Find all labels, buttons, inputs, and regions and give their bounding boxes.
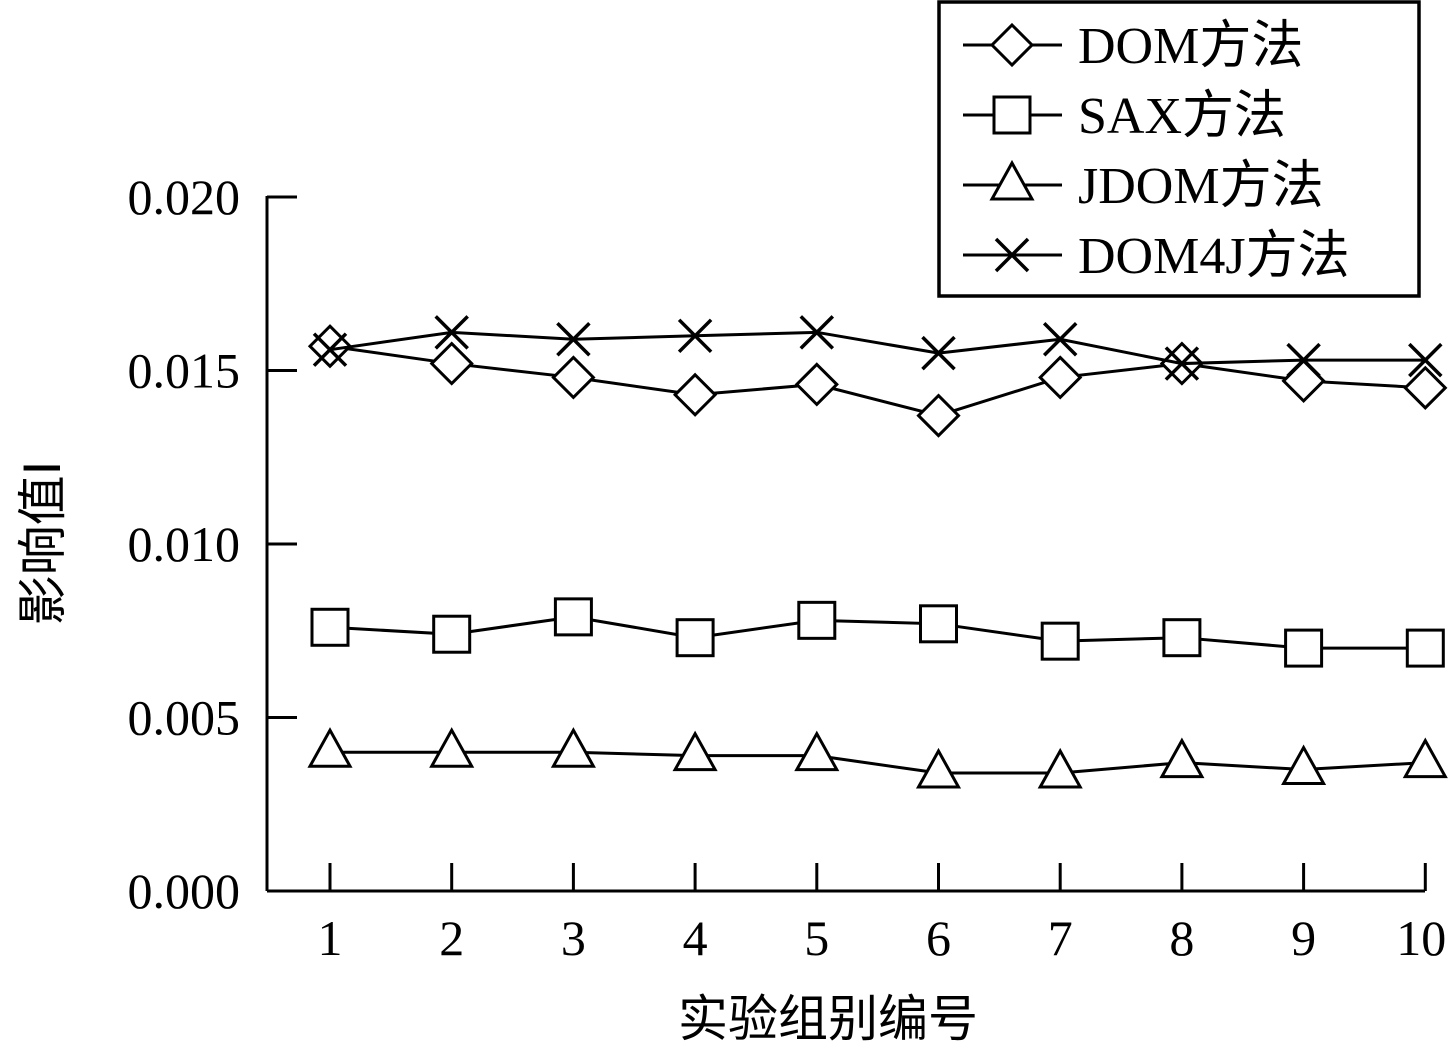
x-tick-label: 10 [1396,910,1446,966]
y-tick-label: 0.015 [128,343,241,399]
y-tick-label: 0.020 [128,169,241,225]
data-point-x [1408,342,1443,378]
series-layer [307,315,1448,789]
series-line [329,330,1426,366]
data-point-diamond [794,362,839,407]
legend-label: DOM4J方法 [1078,228,1350,285]
data-point-triangle [915,747,962,789]
data-point-triangle [307,727,353,768]
data-point-diamond [1038,355,1083,400]
data-point-x [921,335,956,371]
series-line [329,344,1426,418]
legend-item: DOM方法 [963,18,1303,75]
x-tick-label: 2 [439,910,464,966]
x-tick-label: 7 [1048,910,1073,966]
series-3 [307,727,1448,789]
legend-item: SAX方法 [963,88,1286,145]
y-tick-label: 0.010 [128,516,241,572]
series-line [329,615,1426,650]
data-point-x [1286,342,1321,378]
data-point-x [1042,322,1078,357]
data-point-x [556,322,591,357]
data-point-square [1040,621,1080,661]
x-tick-label: 3 [561,910,586,966]
x-tick-label: 9 [1291,910,1316,966]
data-point-square [1162,618,1202,658]
data-point-x [677,318,713,354]
data-point-triangle [672,730,718,772]
data-point-square [1284,628,1324,668]
data-point-triangle [1159,737,1205,779]
data-point-x [1164,346,1200,381]
legend-marker-diamond [989,22,1035,68]
data-point-square [919,604,958,644]
series-line [330,750,1426,775]
data-point-triangle [794,730,840,772]
data-point-square [675,618,715,658]
data-point-square [310,607,350,647]
legend: DOM方法 SAX方法 JDOM方法 DOM4J方法 [937,0,1421,298]
data-point-diamond [672,372,718,417]
legend-marker-x [994,237,1030,273]
series-4 [312,315,1443,381]
legend-item: DOM4J方法 [963,228,1350,285]
data-point-triangle [1402,737,1448,779]
data-point-triangle [1281,744,1327,786]
y-tick-label: 0.000 [128,863,241,919]
legend-item: JDOM方法 [963,158,1324,215]
x-axis-title: 实验组别编号 [678,990,978,1048]
x-tick-label: 4 [683,910,708,966]
legend-marker-square [992,95,1032,135]
data-point-triangle [550,727,596,768]
data-point-square [553,597,593,637]
data-point-diamond [1281,358,1326,404]
data-point-x [799,315,835,350]
legend-marker-triangle [989,159,1035,201]
data-point-triangle [1037,747,1083,789]
axes [265,196,1425,893]
series-2 [310,597,1445,668]
y-axis-title: 影响值I [14,461,72,626]
data-point-diamond [307,324,353,369]
data-point-x [434,315,469,350]
data-point-square [797,600,837,640]
data-point-triangle [429,727,475,768]
data-point-square [432,614,472,654]
legend-label: JDOM方法 [1078,158,1324,215]
x-tick-label: 1 [318,910,343,966]
x-tick-label: 5 [804,910,829,966]
data-point-diamond [551,355,596,400]
legend-label: DOM方法 [1078,18,1303,75]
data-point-square [1405,628,1445,668]
x-ticks: 1 2 3 4 5 6 7 8 9 10 [318,863,1446,966]
data-point-x [312,332,348,367]
legend-label: SAX方法 [1078,88,1286,145]
y-tick-label: 0.005 [128,690,241,746]
data-point-diamond [916,393,961,438]
x-tick-label: 8 [1169,910,1194,966]
x-tick-label: 6 [926,910,951,966]
data-point-diamond [429,341,474,386]
data-point-diamond [1403,365,1448,410]
y-ticks: 0.000 0.005 0.010 0.015 0.020 [128,169,297,919]
